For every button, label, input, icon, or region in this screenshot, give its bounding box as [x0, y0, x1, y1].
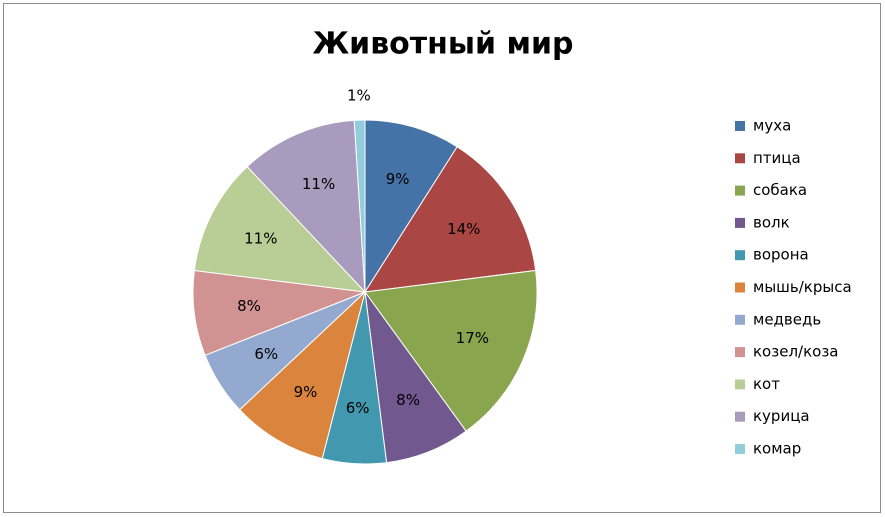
- pie-slice: [364, 146, 537, 293]
- legend-label: комар: [753, 440, 801, 458]
- legend-swatch: [735, 379, 745, 390]
- data-label: 11%: [244, 229, 277, 247]
- pie-slice: [246, 119, 366, 294]
- legend-swatch: [735, 185, 745, 196]
- legend-label: кот: [753, 375, 780, 393]
- legend-label: собака: [753, 181, 807, 199]
- pie-slice: [238, 290, 366, 460]
- data-label: 9%: [386, 170, 410, 188]
- legend-label: мышь/крыса: [753, 278, 852, 296]
- legend-swatch: [735, 250, 745, 261]
- chart-title: Животный мир: [312, 27, 573, 62]
- data-label: 8%: [396, 391, 420, 409]
- legend-label: волк: [753, 213, 790, 231]
- legend-swatch: [735, 153, 745, 164]
- data-label: 1%: [347, 87, 371, 105]
- data-label: 6%: [254, 345, 278, 363]
- legend-label: курица: [753, 407, 810, 425]
- legend-label: муха: [753, 117, 791, 135]
- data-label: 11%: [302, 175, 335, 193]
- pie-slice: [364, 119, 458, 294]
- legend-label: медведь: [753, 310, 821, 328]
- data-label: 14%: [447, 220, 480, 238]
- data-label: 17%: [456, 329, 489, 347]
- data-label: 8%: [237, 297, 261, 315]
- legend-label: ворона: [753, 246, 809, 264]
- pie-slice: [353, 119, 366, 293]
- data-label: 9%: [294, 383, 318, 401]
- legend-swatch: [735, 282, 745, 293]
- pie-slice: [364, 269, 538, 432]
- legend-swatch: [735, 347, 745, 358]
- legend-swatch: [735, 314, 745, 325]
- legend-swatch: [735, 217, 745, 228]
- legend-swatch: [735, 121, 745, 131]
- legend-swatch: [735, 444, 745, 454]
- data-label: 6%: [346, 399, 370, 417]
- pie-slice: [193, 165, 367, 293]
- legend-label: козел/коза: [753, 343, 839, 361]
- legend-swatch: [735, 411, 745, 422]
- legend-label: птица: [753, 149, 801, 167]
